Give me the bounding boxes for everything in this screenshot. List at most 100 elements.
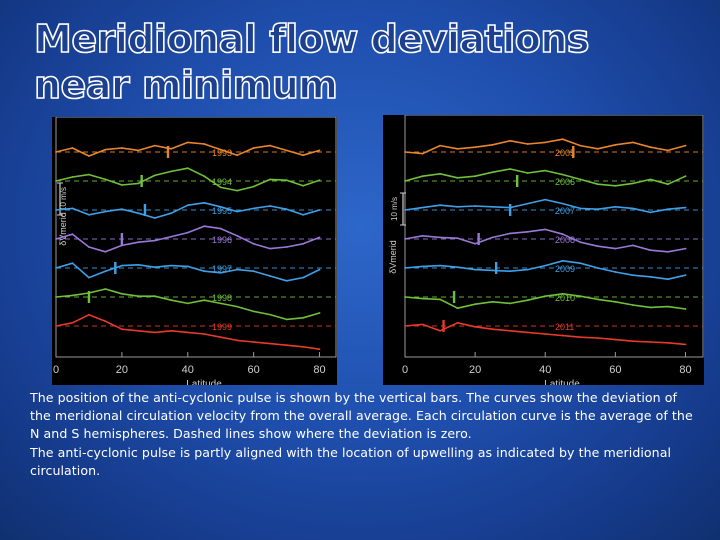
data-point-2005-40: [544, 141, 547, 144]
data-point-1999-10: [88, 313, 90, 316]
series-label-2009: 2009: [555, 264, 575, 274]
data-point-2008-60: [614, 247, 617, 250]
data-point-1994-50: [219, 186, 222, 189]
data-point-2009-5: [421, 265, 424, 268]
x-axis-label: Latitude: [544, 379, 580, 385]
data-point-2011-80: [684, 343, 687, 346]
data-point-2005-35: [526, 143, 529, 145]
data-point-2011-30: [509, 329, 512, 332]
chart-panel-1993-1999: 0 20 40 60 80 Latitude δVmerid 10 m/s 1993 1994 19…: [52, 117, 337, 385]
data-point-1999-30: [153, 331, 156, 334]
y-axis-label: δVmerid: [388, 240, 398, 274]
data-point-1993-30: [153, 144, 156, 147]
data-point-2011-65: [631, 340, 634, 343]
data-point-1994-25: [137, 182, 140, 185]
data-point-1999-50: [219, 336, 222, 339]
series-label-1995: 1995: [212, 206, 232, 216]
data-point-1993-55: [236, 154, 239, 157]
x-tick-label-0: 0: [402, 364, 408, 376]
chart-2005-2011: 0 20 40 60 80 Latitude δVmerid 10 m/s 2005 2006 20…: [388, 115, 704, 385]
data-point-2006-0: [404, 180, 406, 182]
data-point-2010-45: [561, 292, 564, 295]
data-point-1998-75: [302, 316, 304, 319]
data-point-2010-40: [544, 295, 547, 298]
data-point-2008-55: [596, 245, 599, 248]
data-point-1994-80: [318, 179, 321, 182]
data-point-1997-30: [153, 266, 156, 269]
data-point-1997-5: [71, 262, 74, 265]
data-point-1997-80: [318, 268, 321, 271]
data-point-2007-55: [596, 208, 599, 211]
data-point-1994-35: [170, 170, 173, 173]
data-point-2009-55: [596, 267, 599, 269]
data-point-1997-10: [88, 276, 90, 279]
data-point-1993-0: [55, 151, 57, 153]
series-label-1993: 1993: [212, 148, 232, 158]
data-point-2006-60: [614, 184, 617, 187]
data-point-1999-40: [186, 331, 189, 334]
series-line-2009: [404, 260, 686, 280]
data-point-1995-25: [137, 212, 140, 215]
data-point-2009-60: [614, 271, 617, 273]
data-point-2008-35: [526, 230, 529, 233]
data-point-2006-35: [526, 172, 529, 174]
data-point-1994-40: [186, 167, 189, 170]
series-line-2005: [404, 138, 686, 155]
series-label-1999: 1999: [212, 322, 232, 332]
data-point-2011-15: [456, 321, 459, 324]
data-point-1997-25: [137, 263, 140, 266]
data-point-2006-65: [631, 182, 634, 185]
data-point-2010-80: [684, 308, 687, 310]
data-point-2011-45: [561, 334, 564, 337]
data-point-2007-35: [526, 202, 529, 205]
data-point-1997-20: [120, 264, 123, 267]
data-point-2009-70: [649, 275, 652, 278]
data-point-1995-45: [203, 201, 206, 204]
data-point-1993-20: [120, 147, 123, 149]
data-point-2010-25: [491, 300, 494, 303]
x-tick-label-20: 20: [116, 364, 128, 376]
data-point-2007-65: [631, 207, 634, 210]
data-point-2005-80: [684, 144, 687, 147]
data-point-1997-75: [302, 276, 304, 279]
data-point-2006-10: [439, 172, 441, 175]
data-point-1998-25: [137, 295, 140, 298]
data-point-2007-50: [579, 207, 582, 210]
data-point-1999-75: [302, 345, 304, 348]
data-point-1999-70: [285, 344, 288, 347]
data-point-1994-75: [302, 184, 304, 187]
data-point-2010-35: [526, 299, 529, 302]
data-point-1996-75: [302, 242, 304, 245]
data-point-2009-10: [439, 264, 441, 267]
data-point-2010-70: [649, 306, 652, 309]
data-point-1993-45: [203, 143, 206, 145]
x-tick-label-20: 20: [469, 364, 481, 376]
data-point-2006-20: [474, 175, 477, 178]
data-point-1993-50: [219, 148, 222, 151]
data-point-2010-15: [456, 307, 459, 310]
data-point-1999-20: [120, 328, 123, 331]
data-point-2011-0: [404, 325, 406, 327]
data-point-1999-60: [252, 341, 255, 343]
data-point-1998-0: [55, 296, 57, 298]
data-point-2005-75: [667, 149, 669, 152]
series-label-2005: 2005: [555, 148, 575, 158]
data-point-2008-50: [579, 241, 582, 244]
data-point-2010-55: [596, 298, 599, 301]
data-point-1993-40: [186, 141, 189, 144]
data-point-1997-40: [186, 265, 189, 268]
data-point-1995-65: [269, 205, 272, 207]
data-point-1998-80: [318, 312, 321, 314]
data-point-1999-65: [269, 342, 272, 345]
data-point-2005-45: [561, 138, 564, 141]
data-point-2006-80: [684, 175, 687, 178]
data-point-2007-75: [667, 208, 669, 211]
data-point-1996-15: [104, 250, 107, 253]
x-tick-label-40: 40: [182, 364, 194, 376]
data-point-2005-55: [596, 147, 599, 150]
data-point-2007-80: [684, 206, 687, 209]
data-point-1996-80: [318, 236, 321, 239]
series-label-1998: 1998: [212, 293, 232, 303]
data-point-2009-0: [404, 267, 406, 269]
series-line-1993: [55, 141, 320, 157]
